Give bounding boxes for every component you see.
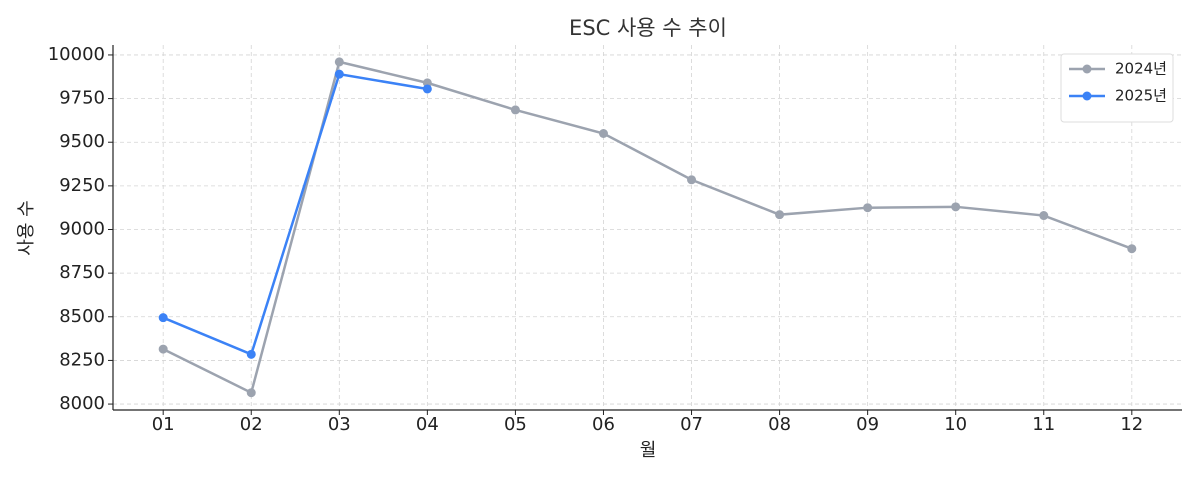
x-tick-label: 03 xyxy=(328,414,351,435)
legend-label: 2025년 xyxy=(1115,87,1167,105)
y-tick-label: 9500 xyxy=(59,131,105,152)
chart-title: ESC 사용 수 추이 xyxy=(569,16,727,40)
legend-marker xyxy=(1082,91,1092,101)
data-point xyxy=(775,210,785,220)
x-tick-label: 11 xyxy=(1032,414,1055,435)
y-tick-label: 8500 xyxy=(59,306,105,327)
data-point xyxy=(510,105,520,115)
x-tick-label: 07 xyxy=(680,414,703,435)
y-tick-label: 9250 xyxy=(59,175,105,196)
data-point xyxy=(334,57,344,67)
data-point xyxy=(158,313,168,323)
x-tick-label: 12 xyxy=(1120,414,1143,435)
x-axis-label: 월 xyxy=(640,440,657,461)
y-tick-label: 10000 xyxy=(48,44,105,65)
x-tick-label: 10 xyxy=(944,414,967,435)
y-tick-label: 8750 xyxy=(59,262,105,283)
legend: 2024년 2025년 xyxy=(1060,53,1174,123)
data-point xyxy=(1039,211,1049,221)
data-point xyxy=(246,388,256,398)
y-tick-label: 9750 xyxy=(59,88,105,109)
data-point xyxy=(334,69,344,79)
data-point xyxy=(246,349,256,359)
x-tick-label: 02 xyxy=(240,414,263,435)
y-axis-label: 사용 수 xyxy=(16,200,37,255)
y-tick-label: 8000 xyxy=(59,393,105,414)
x-tick-label: 09 xyxy=(856,414,879,435)
series-line xyxy=(162,72,428,356)
data-point xyxy=(951,202,961,212)
x-tick-label: 08 xyxy=(768,414,791,435)
series-line xyxy=(162,60,1133,395)
x-tick-label: 01 xyxy=(152,414,175,435)
data-point xyxy=(1127,244,1137,254)
legend-label: 2024년 xyxy=(1115,60,1167,78)
x-tick-label: 05 xyxy=(504,414,527,435)
data-point xyxy=(158,344,168,354)
legend-marker xyxy=(1082,64,1092,74)
data-point xyxy=(687,175,697,185)
data-point xyxy=(598,129,608,139)
x-tick-label: 06 xyxy=(592,414,615,435)
data-point xyxy=(863,203,873,213)
y-tick-label: 9000 xyxy=(59,219,105,240)
data-point xyxy=(422,84,432,94)
x-tick-label: 04 xyxy=(416,414,439,435)
y-tick-label: 8250 xyxy=(59,349,105,370)
